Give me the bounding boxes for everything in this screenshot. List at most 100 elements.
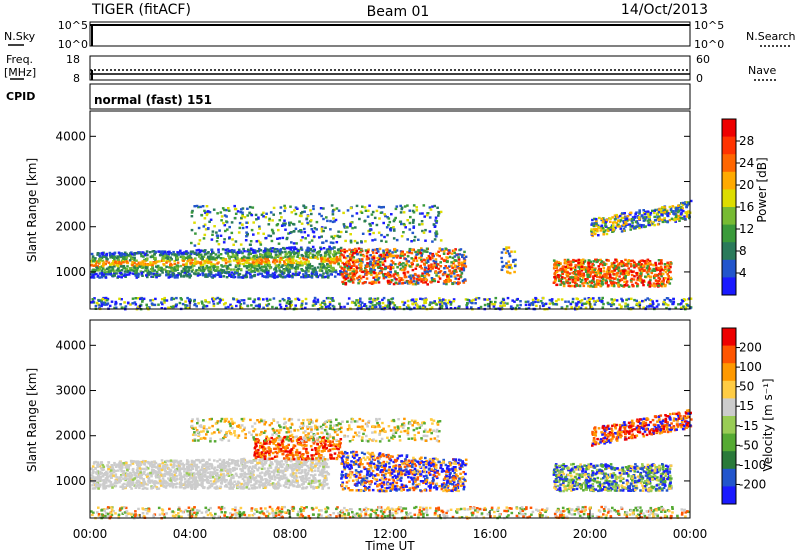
power-cell [194, 257, 197, 260]
power-cell [646, 213, 650, 216]
power-cell [256, 256, 259, 259]
power-cell [332, 209, 335, 212]
power-cell [160, 301, 163, 304]
power-cell [153, 303, 157, 307]
power-cell [449, 275, 453, 278]
power-cell [423, 274, 427, 278]
power-cell [601, 296, 604, 300]
power-cell [433, 238, 437, 241]
power-cell [560, 277, 564, 281]
power-cell [649, 279, 652, 282]
power-cell [275, 260, 278, 263]
power-cell [191, 209, 194, 213]
power-cell [399, 204, 402, 208]
power-cell [659, 273, 662, 276]
power-cell [386, 266, 390, 269]
power-cell [632, 264, 636, 267]
power-cell [212, 274, 215, 277]
power-cell [661, 282, 664, 286]
velocity-cell [239, 487, 243, 490]
power-cell [160, 269, 163, 272]
power-cell [321, 274, 324, 278]
power-cell [242, 262, 246, 266]
power-cell [447, 265, 451, 268]
power-cell [412, 276, 416, 279]
power-cell [145, 303, 148, 306]
power-cell [677, 214, 680, 218]
power-cell [670, 210, 674, 213]
power-cell [653, 269, 656, 272]
power-cell [170, 258, 173, 261]
power-cell [135, 251, 139, 255]
power-cell [359, 303, 362, 307]
power-cell [669, 265, 672, 269]
power-cell [648, 218, 651, 222]
power-cell [435, 235, 438, 238]
velocity-cell [144, 460, 147, 463]
power-cell [648, 223, 651, 227]
power-cell [380, 257, 384, 261]
power-cell [346, 255, 350, 258]
power-cell [169, 273, 173, 276]
power-cell [218, 297, 222, 301]
power-cell [252, 270, 255, 273]
power-cell [367, 272, 371, 275]
power-cell [343, 305, 346, 309]
power-cell [655, 305, 659, 308]
power-cell [563, 270, 567, 274]
power-cell [219, 299, 222, 302]
power-cell [429, 301, 432, 304]
power-cell [321, 262, 324, 266]
power-cell [176, 261, 180, 264]
power-cell [244, 273, 248, 276]
power-cell [289, 205, 292, 208]
power-cell [155, 260, 158, 264]
power-cell [190, 261, 194, 264]
velocity-cell [237, 476, 241, 479]
power-cell [319, 257, 323, 260]
power-cell [119, 262, 123, 265]
power-cell [536, 298, 540, 302]
power-cell [371, 210, 375, 214]
power-cell [323, 257, 327, 260]
velocity-cell [198, 483, 201, 486]
power-cell [380, 233, 383, 237]
power-cell [148, 251, 152, 254]
power-cell [189, 263, 192, 266]
power-cell [245, 275, 249, 278]
velocity-cell [149, 464, 152, 467]
power-cell [587, 265, 591, 269]
power-cell [242, 302, 246, 305]
power-cell [253, 298, 257, 301]
power-cell [334, 253, 337, 256]
power-cell [600, 217, 604, 221]
power-cell [383, 267, 387, 271]
power-cell [258, 256, 262, 259]
power-cell [206, 212, 209, 215]
power-cell [326, 264, 330, 268]
power-cell [242, 275, 246, 278]
power-cell [389, 252, 393, 256]
power-cell [336, 259, 339, 263]
velocity-cell [192, 471, 195, 475]
power-cell [434, 231, 437, 235]
power-cell [604, 281, 608, 285]
power-cell [636, 278, 639, 282]
power-cell [361, 205, 364, 208]
power-cell [403, 275, 407, 279]
power-cell [647, 270, 650, 273]
power-cell [648, 280, 651, 283]
power-cell [165, 299, 169, 302]
power-cell [554, 265, 557, 268]
power-cell [175, 264, 179, 267]
power-colorbar-segment [722, 119, 736, 138]
power-cell [199, 205, 202, 209]
power-cell [395, 278, 398, 281]
nave-label: Nave [748, 64, 776, 77]
power-cell [646, 273, 650, 276]
power-cell [145, 263, 149, 267]
freq-tick-bottom: 8 [73, 72, 80, 85]
power-cell [577, 300, 580, 304]
power-cell [141, 274, 144, 277]
power-cell [687, 210, 690, 213]
